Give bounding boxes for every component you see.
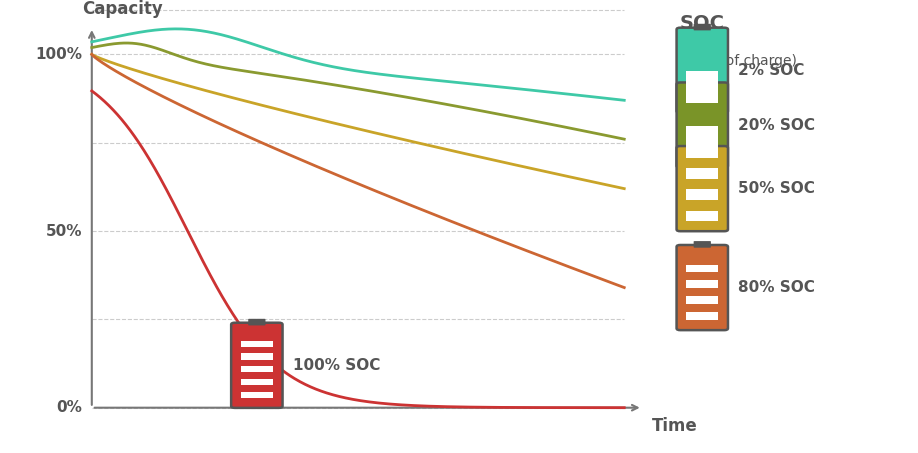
Text: Time: Time bbox=[652, 417, 698, 435]
Text: 0%: 0% bbox=[57, 400, 83, 415]
FancyBboxPatch shape bbox=[694, 24, 711, 30]
Bar bbox=[687, 280, 718, 289]
Bar bbox=[687, 71, 718, 103]
Text: SOC: SOC bbox=[679, 14, 724, 33]
FancyBboxPatch shape bbox=[677, 245, 728, 330]
FancyBboxPatch shape bbox=[677, 82, 728, 168]
Text: 100%: 100% bbox=[36, 47, 83, 62]
Bar bbox=[687, 211, 718, 221]
Text: 50%: 50% bbox=[46, 223, 83, 239]
Text: (State of charge): (State of charge) bbox=[679, 54, 797, 68]
Bar bbox=[687, 189, 718, 200]
Bar bbox=[687, 296, 718, 304]
FancyBboxPatch shape bbox=[677, 146, 728, 231]
FancyBboxPatch shape bbox=[694, 142, 711, 149]
Text: 20% SOC: 20% SOC bbox=[738, 117, 815, 133]
Bar bbox=[241, 379, 273, 385]
FancyBboxPatch shape bbox=[231, 323, 283, 408]
Text: 100% SOC: 100% SOC bbox=[293, 358, 380, 373]
Bar bbox=[241, 353, 273, 360]
Text: 2% SOC: 2% SOC bbox=[738, 63, 804, 78]
FancyBboxPatch shape bbox=[248, 319, 265, 325]
Bar bbox=[241, 366, 273, 372]
FancyBboxPatch shape bbox=[694, 241, 711, 248]
Bar bbox=[241, 341, 273, 347]
Bar bbox=[687, 312, 718, 320]
Bar bbox=[687, 265, 718, 272]
Bar bbox=[241, 391, 273, 398]
Text: Capacity: Capacity bbox=[83, 0, 163, 18]
Bar bbox=[687, 168, 718, 179]
FancyBboxPatch shape bbox=[694, 78, 711, 85]
Text: 80% SOC: 80% SOC bbox=[738, 280, 815, 295]
Bar bbox=[687, 126, 718, 158]
Text: 50% SOC: 50% SOC bbox=[738, 181, 815, 196]
FancyBboxPatch shape bbox=[677, 28, 728, 113]
